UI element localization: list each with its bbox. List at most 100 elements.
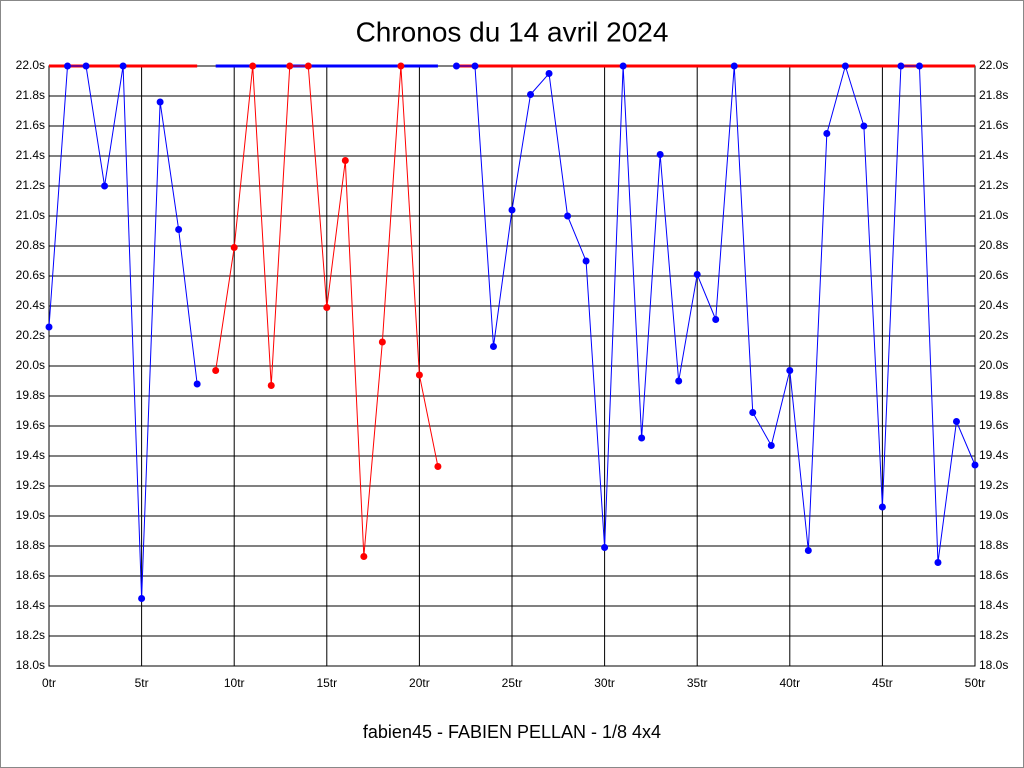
point (656, 151, 664, 158)
x-tick-label: 15tr (316, 676, 337, 690)
point (527, 91, 535, 98)
y-tick-label: 20.0s (16, 358, 45, 372)
point (675, 377, 683, 385)
x-tick-label: 35tr (687, 676, 708, 690)
point (267, 382, 275, 389)
x-tick-label: 40tr (779, 676, 800, 690)
y-tick-label: 18.4s (16, 598, 45, 612)
x-tick-label: 30tr (594, 676, 615, 690)
x-tick-label: 5tr (135, 676, 149, 690)
point (564, 212, 572, 220)
y-tick-label: 18.8s (16, 538, 45, 552)
point (693, 271, 701, 278)
y-tick-label: 21.6s (16, 118, 45, 132)
y2-tick-label: 21.0s (979, 208, 1008, 222)
point (415, 371, 423, 379)
y-tick-label: 18.0s (16, 658, 45, 672)
point (786, 367, 794, 374)
y-tick-label: 21.2s (16, 178, 45, 192)
point (452, 62, 460, 70)
point (767, 442, 775, 449)
x-tick-label: 25tr (502, 676, 523, 690)
point (841, 62, 849, 70)
point (138, 595, 146, 602)
point (64, 62, 72, 70)
point (397, 62, 405, 70)
y-tick-label: 19.8s (16, 388, 45, 402)
x-tick-label: 50tr (965, 676, 986, 690)
point (860, 122, 868, 130)
x-tick-label: 45tr (872, 676, 893, 690)
y2-tick-label: 18.4s (979, 598, 1008, 612)
point (193, 380, 201, 388)
point (823, 130, 831, 137)
y2-tick-label: 20.8s (979, 238, 1008, 252)
y-tick-label: 20.2s (16, 328, 45, 342)
y-tick-label: 18.6s (16, 568, 45, 582)
y-tick-label: 22.0s (16, 58, 45, 72)
y2-tick-label: 18.0s (979, 658, 1008, 672)
y2-tick-label: 21.2s (979, 178, 1008, 192)
point (508, 206, 516, 214)
point (638, 434, 646, 442)
y2-tick-label: 19.8s (979, 388, 1008, 402)
point (82, 62, 90, 70)
point (489, 343, 497, 350)
point (601, 544, 609, 551)
point (360, 553, 368, 560)
y2-tick-label: 20.2s (979, 328, 1008, 342)
y-tick-label: 18.2s (16, 628, 45, 642)
chart-title: Chronos du 14 avril 2024 (356, 16, 669, 47)
x-tick-label: 10tr (224, 676, 245, 690)
point (971, 461, 979, 469)
y-tick-label: 21.0s (16, 208, 45, 222)
point (471, 62, 479, 70)
y2-tick-label: 21.4s (979, 148, 1008, 162)
y2-tick-label: 18.8s (979, 538, 1008, 552)
point (878, 503, 886, 511)
point (915, 62, 923, 70)
point (934, 559, 942, 566)
y2-tick-label: 19.4s (979, 448, 1008, 462)
point (582, 257, 590, 265)
point (545, 70, 553, 77)
point (175, 226, 183, 233)
point (712, 316, 720, 323)
x-tick-label: 20tr (409, 676, 430, 690)
point (286, 62, 294, 70)
point (378, 338, 386, 346)
point (230, 244, 238, 251)
point (249, 62, 257, 70)
y-tick-label: 19.6s (16, 418, 45, 432)
point (119, 62, 127, 70)
point (101, 182, 109, 190)
point (323, 304, 331, 311)
point (45, 323, 53, 331)
y-tick-label: 19.4s (16, 448, 45, 462)
y2-tick-label: 20.0s (979, 358, 1008, 372)
y-tick-label: 20.4s (16, 298, 45, 312)
point (156, 98, 164, 106)
y2-tick-label: 18.6s (979, 568, 1008, 582)
y2-tick-label: 21.6s (979, 118, 1008, 132)
point (897, 62, 905, 70)
y-tick-label: 20.6s (16, 268, 45, 282)
x-tick-label: 0tr (42, 676, 56, 690)
point (434, 463, 442, 470)
point (341, 157, 349, 164)
y-tick-label: 20.8s (16, 238, 45, 252)
point (749, 409, 757, 416)
y2-tick-label: 19.6s (979, 418, 1008, 432)
y2-tick-label: 21.8s (979, 88, 1008, 102)
y2-tick-label: 22.0s (979, 58, 1008, 72)
y2-tick-label: 19.0s (979, 508, 1008, 522)
y-tick-label: 21.4s (16, 148, 45, 162)
point (212, 367, 220, 374)
y-tick-label: 19.2s (16, 478, 45, 492)
point (952, 418, 960, 425)
point (619, 62, 627, 70)
y2-tick-label: 19.2s (979, 478, 1008, 492)
y2-tick-label: 20.6s (979, 268, 1008, 282)
footer: fabien45 - FABIEN PELLAN - 1/8 4x4 (363, 722, 661, 742)
